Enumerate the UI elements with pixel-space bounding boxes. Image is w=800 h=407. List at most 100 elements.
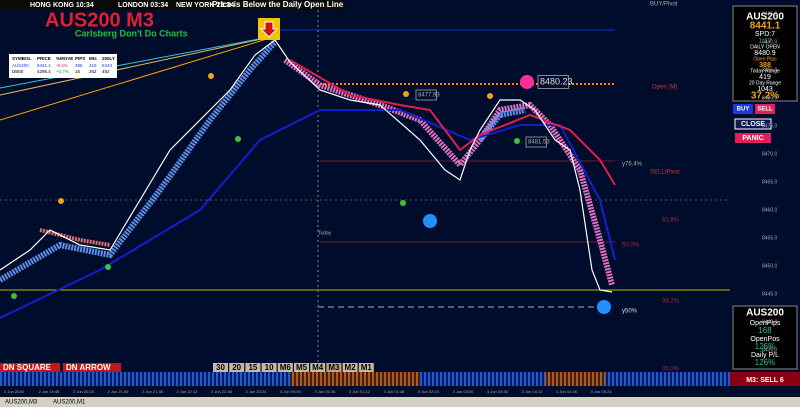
timeframe-button[interactable] [342,363,358,372]
time-tick-label: 3 Jun 00:00 [280,389,302,394]
signal-dot [58,198,64,204]
close-button[interactable] [734,118,772,130]
timeframe-button[interactable]: M3 [328,363,340,372]
level-label: BUY/Pivot [650,2,678,8]
chart-tab[interactable]: AUS200,M1 [53,400,86,406]
timeframe-button[interactable]: M6 [280,363,292,372]
level-label: Open (M) [652,85,677,91]
level-label: 61.8% [662,218,680,224]
close-button[interactable]: CLOSE [741,121,765,128]
timeframe-button[interactable] [277,363,293,372]
timeframe-button[interactable]: M4 [312,363,324,372]
trend-line [0,34,281,96]
info-symbol: AUS200 [746,12,784,23]
signal-dot [400,200,406,206]
signal-dot [235,136,241,142]
signal-label: DN ARROW [66,363,111,372]
info-today-range-label: Today Range [750,68,780,74]
time-tick-label: 3 Jun 03:00 [453,389,475,394]
info-range20-label: 20 Day Range [749,80,781,86]
panic-button[interactable] [735,133,771,143]
time-tick-label: 2 Jun 21:00 [108,389,130,394]
time-tick-label: 3 Jun 00:36 [315,389,337,394]
sell-button[interactable] [755,104,775,114]
pl-panel [732,305,798,370]
watchlist [9,54,117,78]
timeframe-button[interactable]: 15 [248,363,257,372]
low-marker [597,300,611,314]
price-box-label: 8477.93 [418,93,440,99]
time-tick-label: 3 Jun 03:36 [487,389,509,394]
watch-cell: 262 [89,69,97,74]
watch-header: 200LY [102,56,115,61]
session-clock: HONG KONG 10:34 [30,2,94,9]
timeframe-button[interactable]: M5 [296,363,308,372]
level-label: y50% [622,309,638,315]
price-tick-label: 8475.0 [762,123,778,129]
panic-button[interactable]: PANIC [742,135,763,142]
candles [39,228,111,247]
timeframe-button[interactable]: M2 [345,363,357,372]
watch-cell: 8441.1 [37,63,51,68]
watch-header: Mts [89,56,97,61]
watch-cell: 492 [102,69,110,74]
candles [0,40,278,283]
signal-label: DN SQUARE [3,363,52,372]
level-label: 50.0% [622,243,640,249]
timeframe-button[interactable]: 20 [232,363,241,372]
chart-tab[interactable]: AUS200,M3 [5,400,38,406]
pl-daily-pl: 126% [755,358,775,367]
pl-open-pips: 168 [758,326,772,335]
timeframe-button[interactable]: M1 [361,363,373,372]
info-open-pips: 388 [759,62,771,69]
chart-title: AUS200 M3 [45,9,154,31]
signal-strip [545,372,605,386]
buy-button[interactable]: BUY [737,107,750,113]
timeframe-button[interactable] [294,363,309,372]
price-box-label: 8481.53 [528,140,550,146]
watch-header: %MOVE [56,56,73,61]
price-tick-label: 8450.0 [762,263,778,269]
info-daily-open-label: DAILY OPEN [750,44,780,50]
time-tick-label: 3 Jun 04:48 [556,389,578,394]
watch-cell: 15 [75,69,81,74]
sell-button[interactable]: SELL [757,107,773,113]
time-tick-label: 2 Jun 23:24 [246,389,268,394]
level-label: SELL/Pivot [650,170,680,176]
timeframe-button[interactable] [213,363,228,372]
timeframe-button[interactable] [261,363,277,372]
moving-average [0,109,616,319]
watch-cell: +0.7% [56,69,69,74]
price-tick-label: 8490.0 [762,39,778,45]
signal-dot [514,138,520,144]
info-today-range: 419 [759,74,771,81]
buy-button[interactable] [733,104,753,114]
watch-cell: 8443 [102,63,113,68]
watch-cell: 388 [75,63,83,68]
info-range20: 1043 [757,86,773,93]
sell-arrow-icon [259,21,279,38]
time-tick-label: 3 Jun 01:12 [349,389,371,394]
timeframe-button[interactable]: 30 [216,363,225,372]
watch-cell: AUS200 [12,63,29,68]
timeframe-button[interactable]: 10 [265,363,274,372]
info-timer: 1:17 [758,38,772,45]
price-line [0,39,613,293]
tab-bar [0,397,800,407]
signal-dot [487,93,493,99]
timeframe-button[interactable] [358,363,374,372]
time-tick-label: 2 Jun 19:48 [39,389,61,394]
timeframe-button[interactable] [245,363,261,372]
watch-cell: 419 [89,63,97,68]
timeframe-button[interactable] [229,363,245,372]
trend-line [0,34,281,89]
session-clock: LONDON 03:34 [118,2,168,9]
price-tick-label: 8470.0 [762,151,778,157]
signal-dot [403,91,409,97]
signal-label-bg [63,363,121,372]
timeframe-button[interactable] [326,363,342,372]
timeframe-button[interactable] [310,363,326,372]
time-tick-label: 3 Jun 02:24 [418,389,440,394]
